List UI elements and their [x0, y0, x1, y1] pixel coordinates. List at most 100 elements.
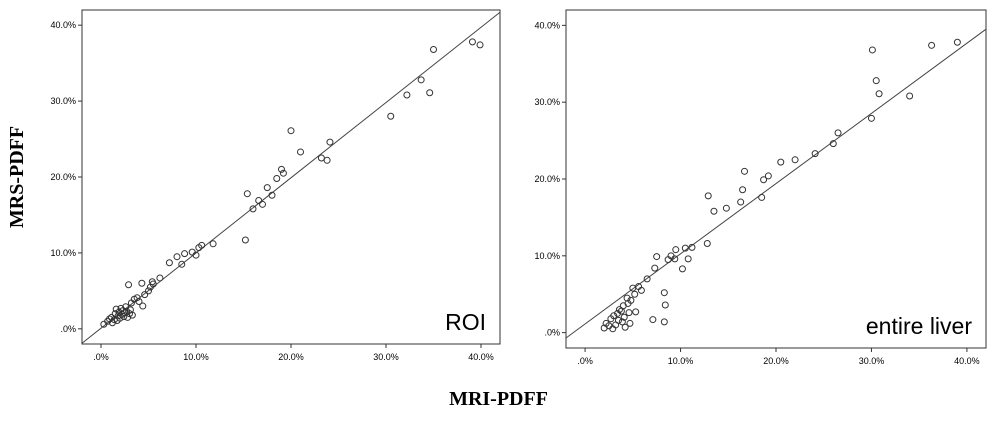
data-point	[426, 89, 434, 97]
data-point	[122, 303, 130, 311]
data-point	[758, 193, 766, 201]
data-point	[625, 309, 633, 317]
data-point	[681, 244, 689, 252]
data-point	[829, 140, 837, 148]
data-point	[621, 323, 629, 331]
data-point	[791, 156, 799, 164]
x-tick-label: 40.0%	[954, 356, 980, 366]
data-point	[178, 260, 186, 268]
data-point	[811, 150, 819, 158]
data-point	[660, 318, 668, 326]
data-point	[287, 127, 295, 135]
data-point	[661, 301, 669, 309]
data-point	[653, 253, 661, 261]
data-point	[834, 129, 842, 137]
data-point	[722, 204, 730, 212]
y-tick-label: 10.0%	[534, 251, 560, 261]
data-point	[777, 158, 785, 166]
data-point	[403, 91, 411, 99]
y-tick-label: 20.0%	[534, 174, 560, 184]
data-point	[649, 316, 657, 324]
data-point	[684, 255, 692, 263]
x-tick-label: .0%	[577, 356, 593, 366]
data-point	[243, 190, 251, 198]
data-point	[615, 306, 623, 314]
data-point	[279, 169, 287, 177]
data-point	[192, 251, 200, 259]
data-point	[631, 290, 639, 298]
x-tick-label: 30.0%	[373, 352, 399, 362]
data-point	[297, 148, 304, 156]
y-tick-label: 10.0%	[50, 248, 76, 258]
x-tick-label: .0%	[93, 352, 109, 362]
panel-annotation: entire liver	[866, 313, 972, 339]
data-point	[263, 184, 271, 192]
fit-line	[565, 28, 987, 339]
chart-panel-1: .0% 10.0% 20.0% 30.0% 40.0% .0% 10.0% 20.0% 30.0…	[50, 9, 501, 362]
y-tick-label: 30.0%	[534, 97, 560, 107]
y-tick-label: .0%	[544, 328, 560, 338]
data-point	[104, 317, 112, 325]
data-point	[317, 154, 325, 162]
panel-annotation: ROI	[445, 309, 486, 335]
x-tick-label: 40.0%	[468, 352, 494, 362]
data-point	[760, 176, 768, 184]
data-point	[249, 205, 257, 213]
data-point	[629, 284, 637, 292]
data-point	[867, 114, 875, 122]
data-point	[181, 250, 189, 258]
data-point	[614, 309, 622, 317]
y-tick-label: 40.0%	[534, 20, 560, 30]
data-point	[739, 186, 747, 194]
data-point	[928, 41, 936, 49]
data-point	[620, 313, 628, 321]
data-point	[868, 46, 876, 54]
data-point	[872, 77, 880, 85]
data-point	[241, 236, 249, 244]
data-point	[156, 274, 164, 282]
data-point	[671, 255, 679, 263]
data-point	[468, 38, 476, 46]
x-tick-label: 10.0%	[668, 356, 694, 366]
data-point	[430, 45, 437, 53]
data-point	[678, 265, 686, 273]
y-tick-label: .0%	[60, 324, 76, 334]
data-point	[198, 241, 206, 249]
y-tick-label: 40.0%	[50, 20, 76, 30]
y-axis-label: MRS-PDFF	[6, 125, 28, 229]
chart-panel-2: .0% 10.0% 20.0% 30.0% 40.0% .0% 10.0% 20.0% 30.0…	[534, 9, 987, 366]
data-point	[173, 253, 181, 261]
data-point	[710, 207, 718, 215]
data-point	[141, 291, 149, 299]
data-point	[120, 313, 128, 321]
data-point	[149, 280, 157, 288]
data-point	[764, 172, 772, 180]
data-point	[278, 165, 285, 173]
plot-frame	[565, 9, 987, 349]
x-tick-label: 30.0%	[859, 356, 885, 366]
data-point	[741, 167, 748, 175]
data-point	[875, 90, 883, 98]
data-point	[626, 319, 634, 327]
data-point	[259, 200, 266, 208]
data-point	[255, 197, 263, 205]
data-point	[906, 92, 914, 100]
data-point	[323, 156, 331, 164]
data-point	[627, 296, 635, 304]
data-point	[165, 259, 173, 267]
data-point	[476, 41, 484, 49]
data-point	[637, 286, 645, 294]
data-point	[139, 302, 147, 310]
data-point	[737, 198, 745, 206]
data-point	[615, 316, 622, 324]
data-point	[273, 175, 281, 183]
fit-line	[81, 11, 501, 344]
data-point	[623, 294, 631, 302]
data-point	[417, 76, 425, 84]
data-point	[125, 281, 133, 289]
data-point	[953, 38, 961, 46]
data-point	[116, 314, 124, 322]
data-point	[703, 240, 711, 248]
